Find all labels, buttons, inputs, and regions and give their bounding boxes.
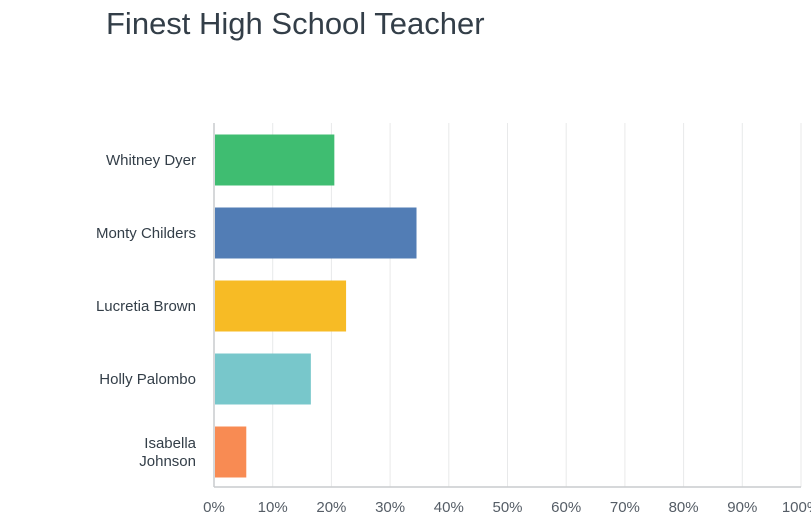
category-label-line: Monty Childers bbox=[96, 225, 196, 242]
x-tick-label: 10% bbox=[258, 499, 288, 516]
x-tick-label: 20% bbox=[316, 499, 346, 516]
category-label-line: Lucretia Brown bbox=[96, 298, 196, 315]
category-label-line: Johnson bbox=[139, 453, 196, 470]
x-tick-label: 30% bbox=[375, 499, 405, 516]
bar bbox=[215, 134, 335, 186]
x-tick-label: 40% bbox=[434, 499, 464, 516]
x-tick-label: 50% bbox=[492, 499, 522, 516]
x-tick-label: 0% bbox=[203, 499, 225, 516]
bar bbox=[215, 353, 311, 405]
x-tick-label: 90% bbox=[727, 499, 757, 516]
bar bbox=[215, 426, 247, 478]
x-tick-label: 60% bbox=[551, 499, 581, 516]
category-label: Monty Childers bbox=[96, 225, 196, 242]
category-label: Holly Palombo bbox=[99, 371, 196, 388]
category-label-line: Holly Palombo bbox=[99, 371, 196, 388]
bar bbox=[215, 207, 417, 259]
category-label: Isabella Johnson bbox=[139, 435, 196, 470]
x-tick-label: 100% bbox=[782, 499, 811, 516]
category-label: Whitney Dyer bbox=[106, 152, 196, 169]
chart-title: Finest High School Teacher bbox=[106, 6, 485, 41]
x-tick-label: 80% bbox=[669, 499, 699, 516]
x-tick-label: 70% bbox=[610, 499, 640, 516]
category-label: Lucretia Brown bbox=[96, 298, 196, 315]
bar bbox=[215, 280, 347, 332]
category-label-line: Isabella bbox=[144, 435, 196, 452]
category-label-line: Whitney Dyer bbox=[106, 152, 196, 169]
